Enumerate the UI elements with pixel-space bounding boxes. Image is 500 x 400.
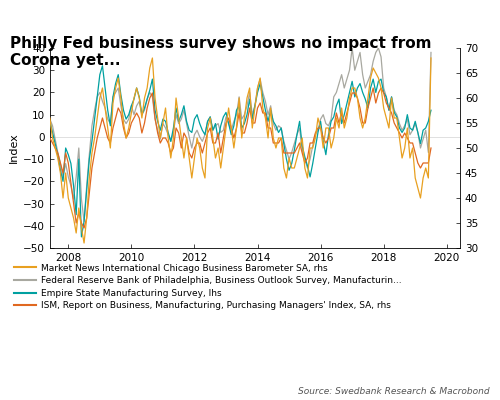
Text: Philly Fed business survey shows no impact from
Corona yet...: Philly Fed business survey shows no impa…: [10, 36, 432, 68]
Text: Source: Swedbank Research & Macrobond: Source: Swedbank Research & Macrobond: [298, 387, 490, 396]
Legend: Market News International Chicago Business Barometer SA, rhs, Federal Reserve Ba: Market News International Chicago Busine…: [10, 260, 405, 314]
Y-axis label: Index: Index: [9, 133, 19, 163]
